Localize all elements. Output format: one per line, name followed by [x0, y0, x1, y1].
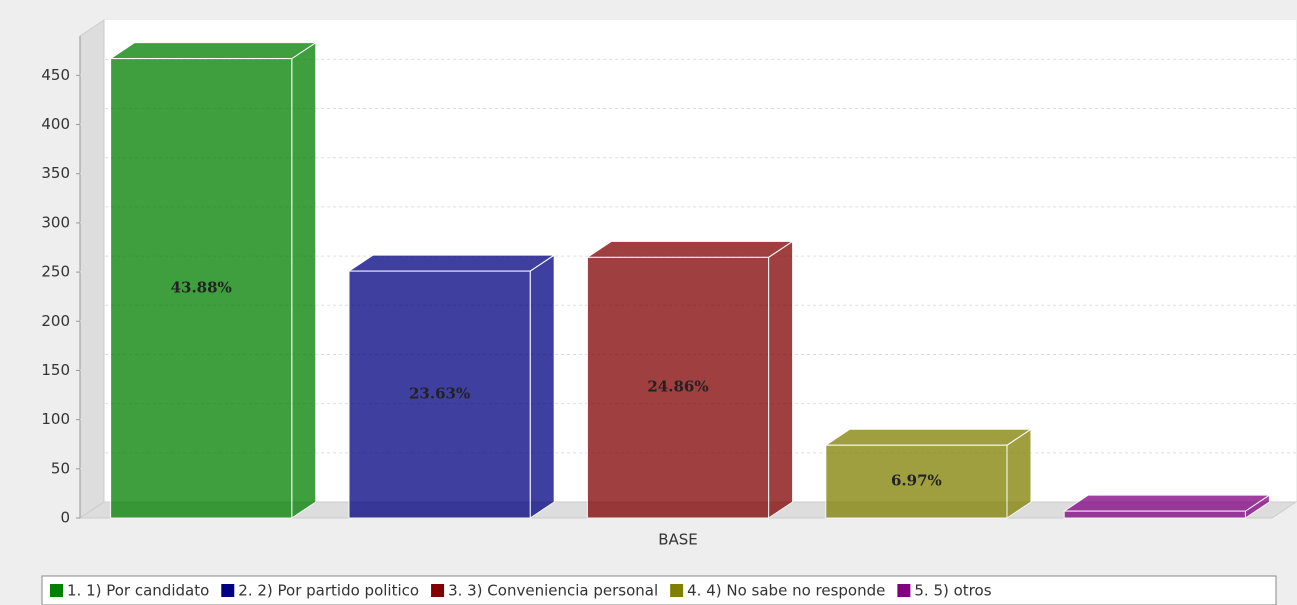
- bar-front: [586, 256, 770, 519]
- y-tick-label: 250: [41, 263, 70, 281]
- grid-line: [79, 157, 1296, 175]
- bar-front: [825, 444, 1008, 519]
- grid-line: [79, 353, 1296, 371]
- legend-label: 4. 4) No sabe no responde: [687, 582, 885, 600]
- y-tick-label: 300: [41, 213, 70, 231]
- bar-front: [110, 58, 293, 519]
- bar: [824, 428, 1033, 519]
- y-tick-label: 350: [41, 164, 70, 182]
- bar: [347, 254, 556, 519]
- value-label: 24.86%: [647, 378, 708, 396]
- value-label: 43.88%: [171, 278, 232, 296]
- y-tick-label: 450: [41, 66, 70, 84]
- legend-box: [41, 575, 1277, 605]
- legend-swatch: [431, 584, 445, 597]
- bar-front: [348, 270, 531, 519]
- bar-top: [347, 254, 556, 272]
- legend-label: 1. 1) Por candidato: [67, 582, 209, 600]
- y-tick-label: 200: [41, 312, 70, 330]
- y-tick-label: 150: [41, 361, 70, 379]
- bar-top: [108, 42, 318, 60]
- grid-line: [79, 206, 1296, 224]
- bar-side: [768, 240, 794, 519]
- y-tick-label: 0: [60, 509, 70, 527]
- y-tick-label: 50: [51, 459, 70, 477]
- legend-swatch: [50, 584, 63, 597]
- value-label: 23.63%: [409, 385, 470, 403]
- y-tick-label: 400: [41, 115, 70, 133]
- bar-side: [291, 41, 317, 519]
- bar: [108, 41, 318, 519]
- legend-label: 3. 3) Conveniencia personal: [448, 582, 658, 600]
- grid-line: [79, 304, 1296, 322]
- bar-front: [1063, 510, 1246, 519]
- bar-top: [585, 240, 795, 258]
- value-label: 6.97%: [891, 472, 942, 490]
- bar-top: [1062, 494, 1272, 512]
- grid-line: [79, 255, 1296, 273]
- x-tick-label: BASE: [658, 531, 698, 549]
- bar-top: [824, 428, 1033, 446]
- grid-line: [79, 403, 1296, 421]
- bar: [585, 240, 795, 519]
- left-wall: [79, 19, 105, 519]
- legend-swatch: [897, 584, 911, 597]
- legend-swatch: [670, 584, 684, 597]
- bar-side: [529, 254, 555, 519]
- y-tick-label: 100: [41, 410, 70, 428]
- legend-swatch: [221, 584, 235, 597]
- legend-label: 5. 5) otros: [914, 582, 991, 600]
- legend-label: 2. 2) Por partido politico: [238, 582, 419, 600]
- grid-line: [79, 108, 1296, 125]
- bar: [1062, 494, 1272, 519]
- grid-line: [79, 58, 1296, 76]
